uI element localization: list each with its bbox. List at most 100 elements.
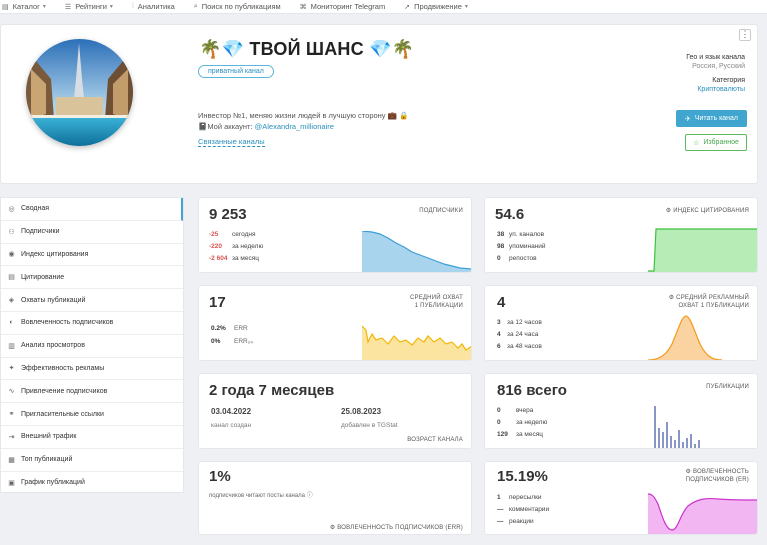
stat-label: репостов bbox=[509, 255, 537, 262]
chevron-down-icon: ▾ bbox=[109, 4, 113, 10]
telegram-icon: ✈ bbox=[684, 115, 691, 123]
sidebar-item-top-posts[interactable]: ▦ Топ публикаций bbox=[1, 449, 183, 472]
sidebar-item-subscribers[interactable]: ⚇ Подписчики bbox=[1, 221, 183, 244]
label-line: ПОДПИСЧИКОВ (ER) bbox=[685, 477, 749, 483]
stat-label: уп. каналов bbox=[509, 231, 545, 238]
citation-sparkline bbox=[648, 228, 757, 272]
stat-row: -220 за неделю bbox=[209, 243, 263, 250]
summary-icon: ◎ bbox=[8, 205, 15, 213]
sidebar-item-label: Внешний трафик bbox=[21, 433, 77, 441]
channel-title: 🌴💎 ТВОЙ ШАНС 💎🌴 bbox=[199, 39, 415, 59]
sidebar: ◎ Сводная ⚇ Подписчики ◉ Индекс цитирования… bbox=[0, 197, 184, 493]
read-channel-button[interactable]: ✈ Читать канал bbox=[676, 110, 747, 127]
nav-search-posts[interactable]: ⌕ Поиск по публикациям bbox=[194, 2, 281, 11]
channel-description: Инвестор №1, меняю жизни людей в лучшую … bbox=[198, 110, 408, 132]
sidebar-item-label: График публикаций bbox=[21, 479, 85, 487]
stat-row: 38 уп. каналов bbox=[497, 231, 544, 238]
sidebar-item-invite-links[interactable]: ⚭ Пригласительные ссылки bbox=[1, 403, 183, 426]
stat-row: 0 вчера bbox=[497, 407, 533, 414]
posts-bar-chart bbox=[654, 406, 700, 448]
monitoring-icon: ⌘ bbox=[299, 3, 307, 11]
stat-row: 0 репостов bbox=[497, 255, 537, 262]
subscribers-sparkline bbox=[362, 231, 471, 272]
subscribers-count: 9 253 bbox=[209, 206, 247, 223]
label-line: ОХВАТ 1 ПУБЛИКАЦИИ bbox=[678, 303, 749, 309]
stat-label: за 48 часов bbox=[507, 343, 542, 350]
engagement-card[interactable]: 1% подписчиков читают посты канала ⓘ ⚙ В… bbox=[198, 461, 472, 535]
sidebar-item-citations[interactable]: ▤ Цитирование bbox=[1, 266, 183, 290]
stat-row: 1 пересылки bbox=[497, 494, 542, 501]
sidebar-item-engagement[interactable]: ◐ Вовлеченность подписчиков bbox=[1, 312, 183, 335]
stat-row: 129 за месяц bbox=[497, 431, 543, 438]
sidebar-item-citation-index[interactable]: ◉ Индекс цитирования bbox=[1, 244, 183, 267]
nav-catalog[interactable]: ▤ Каталог ▾ bbox=[2, 2, 46, 11]
stat-row: 4 за 24 часа bbox=[497, 331, 538, 338]
stat-row: — реакции bbox=[497, 518, 534, 525]
sidebar-item-label: Охваты публикаций bbox=[21, 296, 86, 304]
traffic-icon: ⇥ bbox=[8, 433, 15, 441]
sidebar-item-summary[interactable]: ◎ Сводная bbox=[1, 198, 183, 221]
stat-row: 3 за 12 часов bbox=[497, 319, 542, 326]
stat-row: -25 сегодня bbox=[209, 231, 255, 238]
stat-value: -25 bbox=[209, 231, 219, 238]
er-card[interactable]: 15.19% ⚙ ВОВЛЕЧЕННОСТЬ ПОДПИСЧИКОВ (ER) 1… bbox=[484, 461, 758, 535]
stat-label: за 24 часа bbox=[507, 331, 539, 338]
promotion-icon: ➚ bbox=[404, 3, 411, 11]
stat-label: за неделю bbox=[232, 243, 264, 250]
sidebar-item-label: Топ публикаций bbox=[21, 456, 73, 464]
sidebar-item-label: Привлечение подписчиков bbox=[21, 387, 108, 395]
grid-icon: ▦ bbox=[8, 456, 15, 464]
favorite-button[interactable]: ☆ Избранное bbox=[685, 134, 747, 151]
posts-total: 816 всего bbox=[497, 382, 567, 399]
reach-sparkline bbox=[362, 325, 471, 360]
ad-reach-sparkline bbox=[648, 315, 723, 360]
sidebar-item-label: Пригласительные ссылки bbox=[21, 410, 104, 418]
geo-label: Гео и язык канала bbox=[686, 54, 745, 61]
posts-card[interactable]: 816 всего ПУБЛИКАЦИИ 0 вчера 0 за неделю 1… bbox=[484, 373, 758, 449]
stat-label: за 12 часов bbox=[507, 319, 542, 326]
channel-meta: Гео и язык канала Россия, Русский Катего… bbox=[686, 53, 745, 94]
sidebar-item-acquisition[interactable]: ∿ Привлечение подписчиков bbox=[1, 380, 183, 404]
nav-promotion[interactable]: ➚ Продвижение ▾ bbox=[404, 2, 468, 11]
chevron-down-icon: ▾ bbox=[464, 4, 468, 10]
stat-label: вчера bbox=[516, 407, 534, 414]
quote-icon: ▤ bbox=[8, 274, 15, 282]
subscribers-card[interactable]: 9 253 ПОДПИСЧИКИ -25 сегодня -220 за недел… bbox=[198, 197, 472, 273]
citation-index-card[interactable]: 54.6 ⚙ ИНДЕКС ЦИТИРОВАНИЯ 38 уп. каналов … bbox=[484, 197, 758, 273]
nav-ratings[interactable]: ☰ Рейтинги ▾ bbox=[65, 2, 113, 11]
label-line: ⚙ СРЕДНИЙ РЕКЛАМНЫЙ bbox=[668, 295, 749, 301]
sidebar-item-external-traffic[interactable]: ⇥ Внешний трафик bbox=[1, 426, 183, 449]
stat-value: 4 bbox=[497, 331, 501, 338]
stat-value: 0 bbox=[497, 255, 501, 262]
private-channel-badge: приватный канал bbox=[198, 65, 274, 78]
sidebar-item-reach[interactable]: ◈ Охваты публикаций bbox=[1, 289, 183, 312]
nav-label: Каталог bbox=[12, 2, 40, 11]
stat-label: ERR bbox=[234, 325, 248, 332]
sidebar-item-label: Вовлеченность подписчиков bbox=[21, 319, 114, 327]
more-menu-icon[interactable]: ⋮ bbox=[739, 29, 751, 41]
category-link[interactable]: Криптовалюты bbox=[697, 86, 745, 93]
sidebar-item-views-analysis[interactable]: ▥ Анализ просмотров bbox=[1, 335, 183, 358]
sidebar-item-posts-schedule[interactable]: ▣ График публикаций bbox=[1, 472, 183, 495]
target-icon: ◉ bbox=[8, 251, 15, 259]
avg-reach-card[interactable]: 17 СРЕДНИЙ ОХВАТ 1 ПУБЛИКАЦИИ 0.2% ERR 0% E… bbox=[198, 285, 472, 361]
stat-row: 6 за 48 часов bbox=[497, 343, 542, 350]
linked-channels-link[interactable]: Связанные каналы bbox=[198, 137, 265, 147]
nav-label: Рейтинги bbox=[75, 2, 107, 11]
channel-age-card[interactable]: 2 года 7 месяцев 03.04.2022 канал создан… bbox=[198, 373, 472, 449]
nav-monitoring[interactable]: ⌘ Мониторинг Telegram bbox=[300, 2, 386, 11]
stat-row: 98 упоминаний bbox=[497, 243, 546, 250]
bar-chart-icon: ▥ bbox=[8, 342, 15, 350]
stat-label: ERR₂₄ bbox=[234, 338, 253, 345]
stat-label: пересылки bbox=[509, 494, 542, 501]
channel-avatar bbox=[26, 39, 133, 146]
sidebar-item-label: Сводная bbox=[21, 205, 50, 213]
sidebar-item-label: Цитирование bbox=[21, 273, 65, 281]
nav-analytics[interactable]: ⫶ Аналитика bbox=[132, 2, 175, 11]
account-link[interactable]: @Alexandra_millionaire bbox=[254, 122, 334, 131]
nav-label: Аналитика bbox=[137, 2, 175, 11]
er-sparkline bbox=[648, 493, 757, 534]
link-icon: ⚭ bbox=[8, 411, 15, 419]
sidebar-item-ad-efficiency[interactable]: ✦ Эффективность рекламы bbox=[1, 358, 183, 381]
avg-ad-reach-card[interactable]: 4 ⚙ СРЕДНИЙ РЕКЛАМНЫЙ ОХВАТ 1 ПУБЛИКАЦИИ … bbox=[484, 285, 758, 361]
